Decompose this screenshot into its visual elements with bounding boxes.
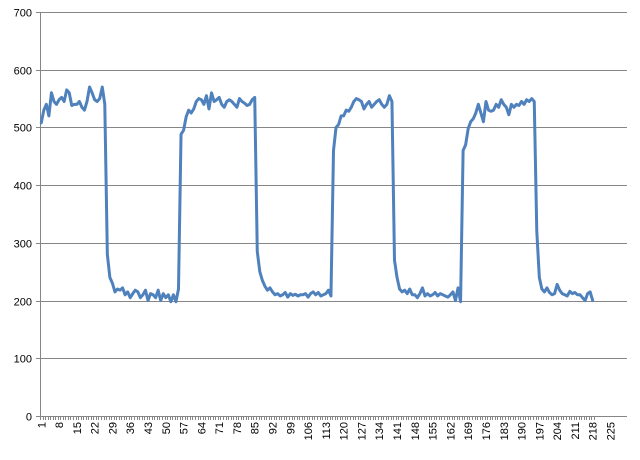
gridlines <box>40 12 627 359</box>
x-tick-label: 99 <box>285 422 297 434</box>
y-tick-label: 100 <box>14 354 32 366</box>
x-tick-label: 71 <box>214 422 226 434</box>
x-tick-labels: 1 8 15 22 29 36 43 50 57 64 71 78 85 92 99 106 113 120 127… <box>36 422 617 440</box>
x-tick-label: 169 <box>463 422 475 440</box>
series-line <box>39 85 595 304</box>
y-tick-label: 500 <box>14 123 32 135</box>
series-layer <box>39 85 595 304</box>
x-tick-label: 141 <box>392 422 404 440</box>
x-tick-label: 155 <box>428 422 440 440</box>
x-tick-label: 120 <box>339 422 351 440</box>
y-tick-labels: 0 100 200 300 400 500 600 700 <box>14 8 32 424</box>
x-tick-label: 8 <box>54 422 66 428</box>
x-tick-label: 218 <box>588 422 600 440</box>
x-tick-label: 211 <box>570 422 582 440</box>
y-tick-label: 0 <box>26 412 32 424</box>
x-tick-label: 57 <box>179 422 191 434</box>
x-tick-label: 43 <box>143 422 155 434</box>
x-tick-label: 183 <box>499 422 511 440</box>
x-tick-label: 148 <box>410 422 422 440</box>
x-tick-label: 113 <box>321 422 333 440</box>
x-tick-label: 176 <box>481 422 493 440</box>
x-tick-label: 134 <box>374 422 386 440</box>
y-tick-label: 700 <box>14 8 32 20</box>
x-tick-label: 78 <box>232 422 244 434</box>
axes <box>36 12 627 420</box>
x-tick-label: 204 <box>552 422 564 440</box>
y-tick-label: 300 <box>14 239 32 251</box>
x-tick-label: 85 <box>250 422 262 434</box>
x-tick-label: 36 <box>125 422 137 434</box>
y-tick-label: 600 <box>14 66 32 78</box>
x-tick-label: 197 <box>534 422 546 440</box>
x-tick-label: 22 <box>90 422 102 434</box>
x-tick-label: 92 <box>268 422 280 434</box>
x-tick-label: 1 <box>36 422 48 428</box>
x-tick-label: 127 <box>357 422 369 440</box>
y-tick-label: 400 <box>14 181 32 193</box>
x-tick-label: 225 <box>606 422 618 440</box>
x-tick-label: 190 <box>517 422 529 440</box>
x-tick-label: 162 <box>445 422 457 440</box>
x-tick-label: 64 <box>196 422 208 434</box>
y-tick-label: 200 <box>14 297 32 309</box>
x-tick-label: 50 <box>161 422 173 434</box>
x-tick-label: 29 <box>107 422 119 434</box>
x-tick-label: 15 <box>72 422 84 434</box>
x-tick-label: 106 <box>303 422 315 440</box>
